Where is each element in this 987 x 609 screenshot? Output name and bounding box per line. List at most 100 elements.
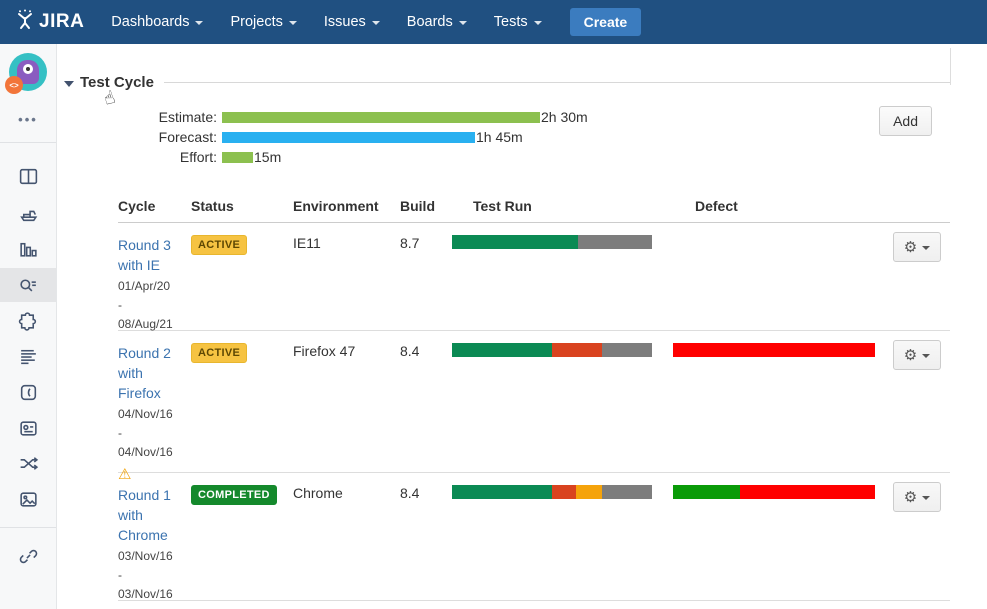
test-cycle-header[interactable]: Test Cycle bbox=[64, 74, 950, 91]
bar-segment-unexecuted bbox=[578, 235, 652, 249]
nav-issues[interactable]: Issues bbox=[324, 14, 380, 30]
table-row: Round 3 with IE 01/Apr/20 - 08/Aug/21 AC… bbox=[118, 223, 950, 331]
collapse-chevron-icon[interactable] bbox=[64, 80, 74, 87]
table-header-row: Cycle Status Environment Build Test Run … bbox=[118, 195, 950, 223]
gear-icon: ⚙ bbox=[903, 346, 918, 364]
test-run-bar[interactable] bbox=[452, 235, 652, 249]
status-badge: COMPLETED bbox=[191, 485, 277, 505]
gear-icon: ⚙ bbox=[903, 238, 918, 256]
estimate-meter: Estimate: 2h 30m bbox=[57, 107, 588, 127]
nav-tests[interactable]: Tests bbox=[494, 14, 542, 30]
bar-segment-wip bbox=[576, 485, 602, 499]
nav-boards[interactable]: Boards bbox=[407, 14, 467, 30]
environment-cell: IE11 bbox=[293, 235, 321, 251]
effort-label: Effort: bbox=[179, 149, 217, 165]
forecast-label: Forecast: bbox=[158, 129, 217, 145]
bar-segment-unexecuted bbox=[602, 343, 652, 357]
test-run-bar[interactable] bbox=[452, 343, 652, 357]
cycle-cell: Round 1 with Chrome 03/Nov/16 - 03/Nov/1… bbox=[118, 485, 188, 604]
status-cell: ACTIVE bbox=[191, 343, 248, 363]
sidebar-item-contacts[interactable] bbox=[0, 411, 56, 445]
sidebar-divider bbox=[0, 142, 56, 143]
sidebar-item-media[interactable] bbox=[0, 482, 56, 516]
nav-projects[interactable]: Projects bbox=[230, 14, 297, 30]
defect-bar[interactable] bbox=[673, 343, 875, 357]
row-actions: ⚙ bbox=[893, 482, 941, 512]
gear-icon: ⚙ bbox=[903, 488, 918, 506]
bar-segment-defect_closed bbox=[673, 485, 740, 499]
col-header-status: Status bbox=[191, 198, 234, 214]
col-header-defect: Defect bbox=[695, 198, 738, 214]
jira-logo[interactable]: JIRA bbox=[14, 9, 84, 36]
defect-bar[interactable] bbox=[673, 485, 875, 499]
chevron-down-icon bbox=[458, 21, 467, 25]
col-header-cycle: Cycle bbox=[118, 198, 156, 214]
journal-icon bbox=[20, 384, 36, 400]
cycle-link[interactable]: Round 1 with Chrome bbox=[118, 487, 171, 543]
environment-cell: Firefox 47 bbox=[293, 343, 356, 359]
status-cell: COMPLETED bbox=[191, 485, 277, 505]
project-sidebar: <> ••• bbox=[0, 44, 57, 609]
table-row: Round 2 with Firefox 04/Nov/16 - 04/Nov/… bbox=[118, 331, 950, 483]
nav-projects-label: Projects bbox=[230, 14, 283, 30]
forecast-meter: Forecast: 1h 45m bbox=[57, 127, 588, 147]
sidebar-item-board[interactable] bbox=[0, 159, 56, 193]
project-avatar[interactable]: <> bbox=[5, 53, 47, 94]
panel-edge bbox=[950, 48, 951, 85]
test-run-bar[interactable] bbox=[452, 485, 652, 499]
col-header-build: Build bbox=[400, 198, 435, 214]
chevron-down-icon bbox=[922, 495, 931, 500]
environment-cell: Chrome bbox=[293, 485, 343, 501]
gear-dropdown-button[interactable]: ⚙ bbox=[893, 232, 941, 262]
col-header-test-run: Test Run bbox=[473, 198, 532, 214]
test-cycles-table: Cycle Status Environment Build Test Run … bbox=[118, 195, 950, 601]
cycle-dates: 04/Nov/16 - 04/Nov/16 bbox=[118, 407, 173, 459]
avatar-monster-face bbox=[17, 60, 39, 84]
chevron-down-icon bbox=[922, 245, 931, 250]
estimate-label: Estimate: bbox=[158, 109, 217, 125]
cycle-link[interactable]: Round 2 with Firefox bbox=[118, 345, 171, 401]
main-content: Test Cycle ☝ Estimate: 2h 30m Forecast: … bbox=[57, 44, 987, 609]
nav-dashboards[interactable]: Dashboards bbox=[111, 14, 204, 30]
sidebar-item-shuffle[interactable] bbox=[0, 446, 56, 480]
jira-charlie-icon bbox=[14, 9, 36, 36]
sidebar-item-issues[interactable] bbox=[0, 268, 56, 302]
create-button[interactable]: Create bbox=[569, 8, 642, 36]
effort-value: 15m bbox=[254, 149, 282, 165]
logo-text: JIRA bbox=[39, 11, 85, 32]
chevron-down-icon bbox=[533, 21, 542, 25]
sidebar-item-addons[interactable] bbox=[0, 304, 56, 338]
add-button[interactable]: Add bbox=[879, 106, 932, 136]
sidebar-item-releases[interactable] bbox=[0, 196, 56, 230]
bar-segment-fail bbox=[552, 343, 602, 357]
sidebar-divider bbox=[0, 527, 56, 528]
estimate-value: 2h 30m bbox=[541, 109, 588, 125]
board-icon bbox=[19, 168, 37, 184]
cycle-cell: Round 3 with IE 01/Apr/20 - 08/Aug/21 bbox=[118, 235, 188, 334]
sidebar-item-links[interactable] bbox=[0, 539, 56, 573]
sidebar-more-button[interactable]: ••• bbox=[0, 102, 56, 136]
link-icon bbox=[19, 549, 37, 563]
col-header-environment: Environment bbox=[293, 198, 379, 214]
status-badge: ACTIVE bbox=[191, 235, 248, 255]
time-meters: Estimate: 2h 30m Forecast: 1h 45m Effort… bbox=[57, 107, 588, 167]
cycle-link[interactable]: Round 3 with IE bbox=[118, 237, 171, 273]
avatar-pupil bbox=[26, 67, 30, 71]
sidebar-item-reports[interactable] bbox=[0, 232, 56, 266]
sidebar-item-backlog[interactable] bbox=[0, 339, 56, 373]
warning-icon[interactable]: ⚠ bbox=[118, 465, 132, 483]
forecast-bar bbox=[222, 131, 475, 143]
bar-segment-defect_open bbox=[739, 485, 875, 499]
gear-dropdown-button[interactable]: ⚙ bbox=[893, 340, 941, 370]
status-cell: ACTIVE bbox=[191, 235, 248, 255]
ellipsis-icon: ••• bbox=[18, 111, 38, 127]
gear-dropdown-button[interactable]: ⚙ bbox=[893, 482, 941, 512]
bar-chart-icon bbox=[19, 242, 37, 257]
cycle-dates: 03/Nov/16 - 03/Nov/16 bbox=[118, 549, 173, 601]
sidebar-item-pages[interactable] bbox=[0, 375, 56, 409]
forecast-value: 1h 45m bbox=[476, 129, 523, 145]
nav-dashboards-label: Dashboards bbox=[111, 14, 190, 30]
top-nav: JIRA Dashboards Projects Issues Boards T… bbox=[0, 0, 987, 44]
ship-icon bbox=[19, 210, 37, 221]
puzzle-icon bbox=[18, 311, 36, 331]
